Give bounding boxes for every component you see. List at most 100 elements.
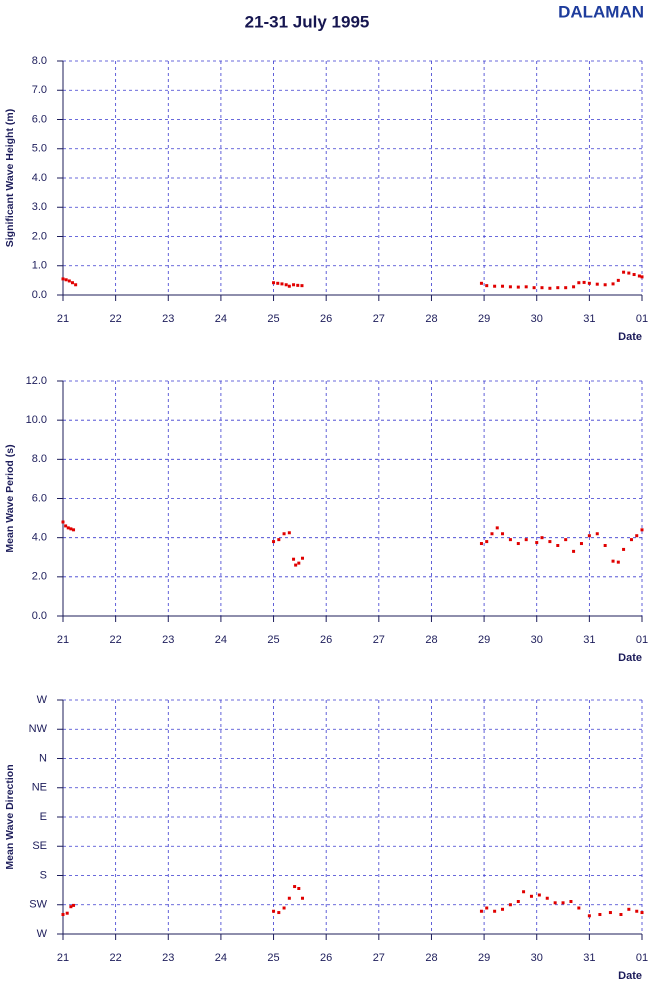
data-point — [493, 284, 497, 288]
data-point — [287, 284, 291, 288]
data-point — [64, 524, 68, 528]
data-point — [70, 281, 74, 285]
x-tick-label: 21 — [57, 634, 69, 646]
data-point — [548, 540, 552, 544]
data-point — [640, 275, 644, 279]
data-point — [485, 540, 489, 544]
data-point — [508, 903, 512, 907]
data-point — [292, 283, 296, 287]
data-point — [524, 538, 528, 542]
data-point — [611, 282, 615, 286]
data-point — [582, 280, 586, 284]
data-point — [277, 538, 281, 542]
data-point — [61, 913, 65, 916]
data-point — [67, 279, 71, 283]
y-axis-label: Significant Wave Height (m) — [4, 109, 16, 247]
data-point — [595, 282, 599, 286]
data-point — [74, 283, 78, 287]
data-point — [516, 900, 520, 903]
x-tick-label: 23 — [162, 634, 174, 646]
data-point — [72, 528, 76, 532]
data-point — [61, 520, 65, 524]
y-tick-label: 2.0 — [32, 230, 47, 242]
data-point — [501, 907, 505, 911]
data-point — [564, 286, 568, 290]
y-axis-label: Mean Wave Direction — [4, 764, 16, 869]
data-point — [635, 534, 639, 538]
y-tick-label: 12.0 — [26, 375, 47, 387]
x-tick-label: 01 — [636, 952, 648, 964]
x-tick-label: 30 — [531, 634, 543, 646]
data-point — [485, 284, 489, 288]
data-point — [548, 286, 552, 290]
x-tick-label: 26 — [320, 634, 332, 646]
y-tick-label: 1.0 — [32, 260, 47, 272]
x-tick-label: 25 — [267, 313, 279, 325]
x-tick-label: 31 — [583, 634, 595, 646]
data-point — [493, 909, 497, 913]
data-point — [272, 909, 276, 913]
y-tick-label: 8.0 — [32, 55, 47, 67]
data-point — [627, 907, 631, 911]
x-axis-label: Date — [618, 970, 642, 982]
data-point — [522, 890, 526, 894]
y-tick-label: S — [40, 869, 47, 881]
data-point — [516, 542, 520, 546]
data-point — [490, 532, 494, 536]
y-tick-label: 3.0 — [32, 201, 47, 213]
y-tick-label: 8.0 — [32, 453, 47, 465]
x-tick-label: 29 — [478, 952, 490, 964]
x-tick-label: 28 — [425, 634, 437, 646]
data-point — [622, 547, 626, 551]
data-point — [501, 532, 505, 536]
data-point — [537, 893, 541, 897]
data-point — [282, 906, 286, 910]
data-point — [277, 911, 281, 915]
data-point — [632, 273, 636, 277]
data-point — [640, 528, 644, 532]
x-tick-label: 22 — [110, 952, 122, 964]
data-point — [479, 909, 483, 913]
data-point — [66, 526, 70, 530]
data-point — [516, 285, 520, 289]
data-point — [485, 906, 489, 910]
data-point — [297, 887, 301, 890]
x-tick-label: 24 — [215, 952, 227, 964]
y-tick-label: NW — [29, 723, 48, 735]
data-point — [587, 281, 591, 285]
x-tick-label: 27 — [373, 952, 385, 964]
data-point — [622, 270, 626, 274]
data-point — [524, 285, 528, 289]
data-point — [296, 283, 300, 287]
data-point — [61, 277, 65, 281]
x-tick-label: 01 — [636, 634, 648, 646]
y-tick-label: 6.0 — [32, 492, 47, 504]
data-point — [284, 283, 288, 287]
y-axis-label: Mean Wave Period (s) — [4, 444, 16, 552]
x-tick-label: 30 — [531, 313, 543, 325]
data-point — [532, 286, 536, 290]
y-tick-label: NE — [32, 782, 47, 794]
data-point — [637, 274, 641, 278]
x-axis-label: Date — [618, 331, 642, 343]
x-tick-label: 21 — [57, 313, 69, 325]
x-tick-label: 29 — [478, 634, 490, 646]
data-point — [640, 911, 644, 915]
data-point — [300, 556, 304, 560]
data-point — [561, 901, 565, 905]
data-point — [508, 538, 512, 542]
x-tick-label: 31 — [583, 313, 595, 325]
y-tick-label: W — [37, 694, 48, 706]
data-point — [587, 534, 591, 538]
data-point — [540, 286, 544, 290]
data-point — [577, 281, 581, 285]
x-tick-label: 24 — [215, 313, 227, 325]
data-point — [608, 911, 612, 915]
data-point — [611, 559, 615, 563]
data-point — [545, 896, 549, 900]
data-point — [501, 284, 505, 288]
y-tick-label: 7.0 — [32, 84, 47, 96]
x-tick-label: 25 — [267, 952, 279, 964]
y-tick-label: 6.0 — [32, 113, 47, 125]
